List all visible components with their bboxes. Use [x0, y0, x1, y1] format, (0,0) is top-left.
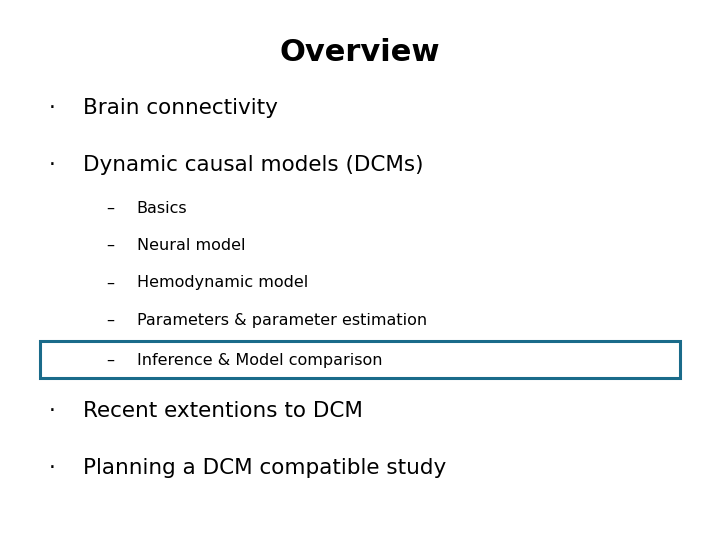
Text: Neural model: Neural model: [137, 238, 246, 253]
Text: –: –: [107, 275, 114, 291]
Text: Brain connectivity: Brain connectivity: [83, 98, 278, 118]
Text: Inference & Model comparison: Inference & Model comparison: [137, 353, 382, 368]
Text: –: –: [107, 313, 114, 328]
Text: Parameters & parameter estimation: Parameters & parameter estimation: [137, 313, 427, 328]
Text: ·: ·: [49, 154, 56, 175]
Bar: [40, 341, 680, 378]
Text: Recent extentions to DCM: Recent extentions to DCM: [83, 401, 363, 422]
Text: Basics: Basics: [137, 201, 187, 216]
Text: Dynamic causal models (DCMs): Dynamic causal models (DCMs): [83, 154, 423, 175]
Text: ·: ·: [49, 458, 56, 478]
Text: Hemodynamic model: Hemodynamic model: [137, 275, 308, 291]
Text: Overview: Overview: [280, 38, 440, 67]
Text: –: –: [107, 353, 114, 368]
Text: ·: ·: [49, 98, 56, 118]
Text: Planning a DCM compatible study: Planning a DCM compatible study: [83, 458, 446, 478]
Text: –: –: [107, 238, 114, 253]
Text: –: –: [107, 201, 114, 216]
Text: ·: ·: [49, 401, 56, 422]
